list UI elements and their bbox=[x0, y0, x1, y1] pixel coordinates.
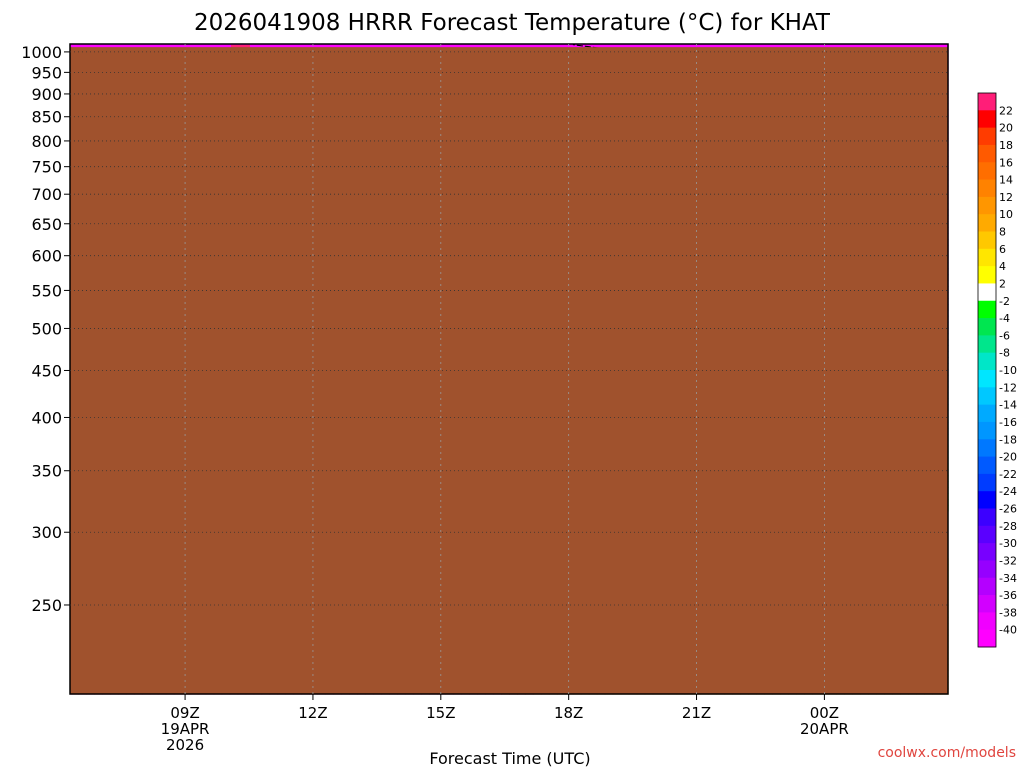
chart-title: 2026041908 HRRR Forecast Temperature (°C… bbox=[194, 10, 831, 36]
plot-area: 22181414101010666222-6-10-10-10-14-14-18… bbox=[69, 44, 949, 695]
